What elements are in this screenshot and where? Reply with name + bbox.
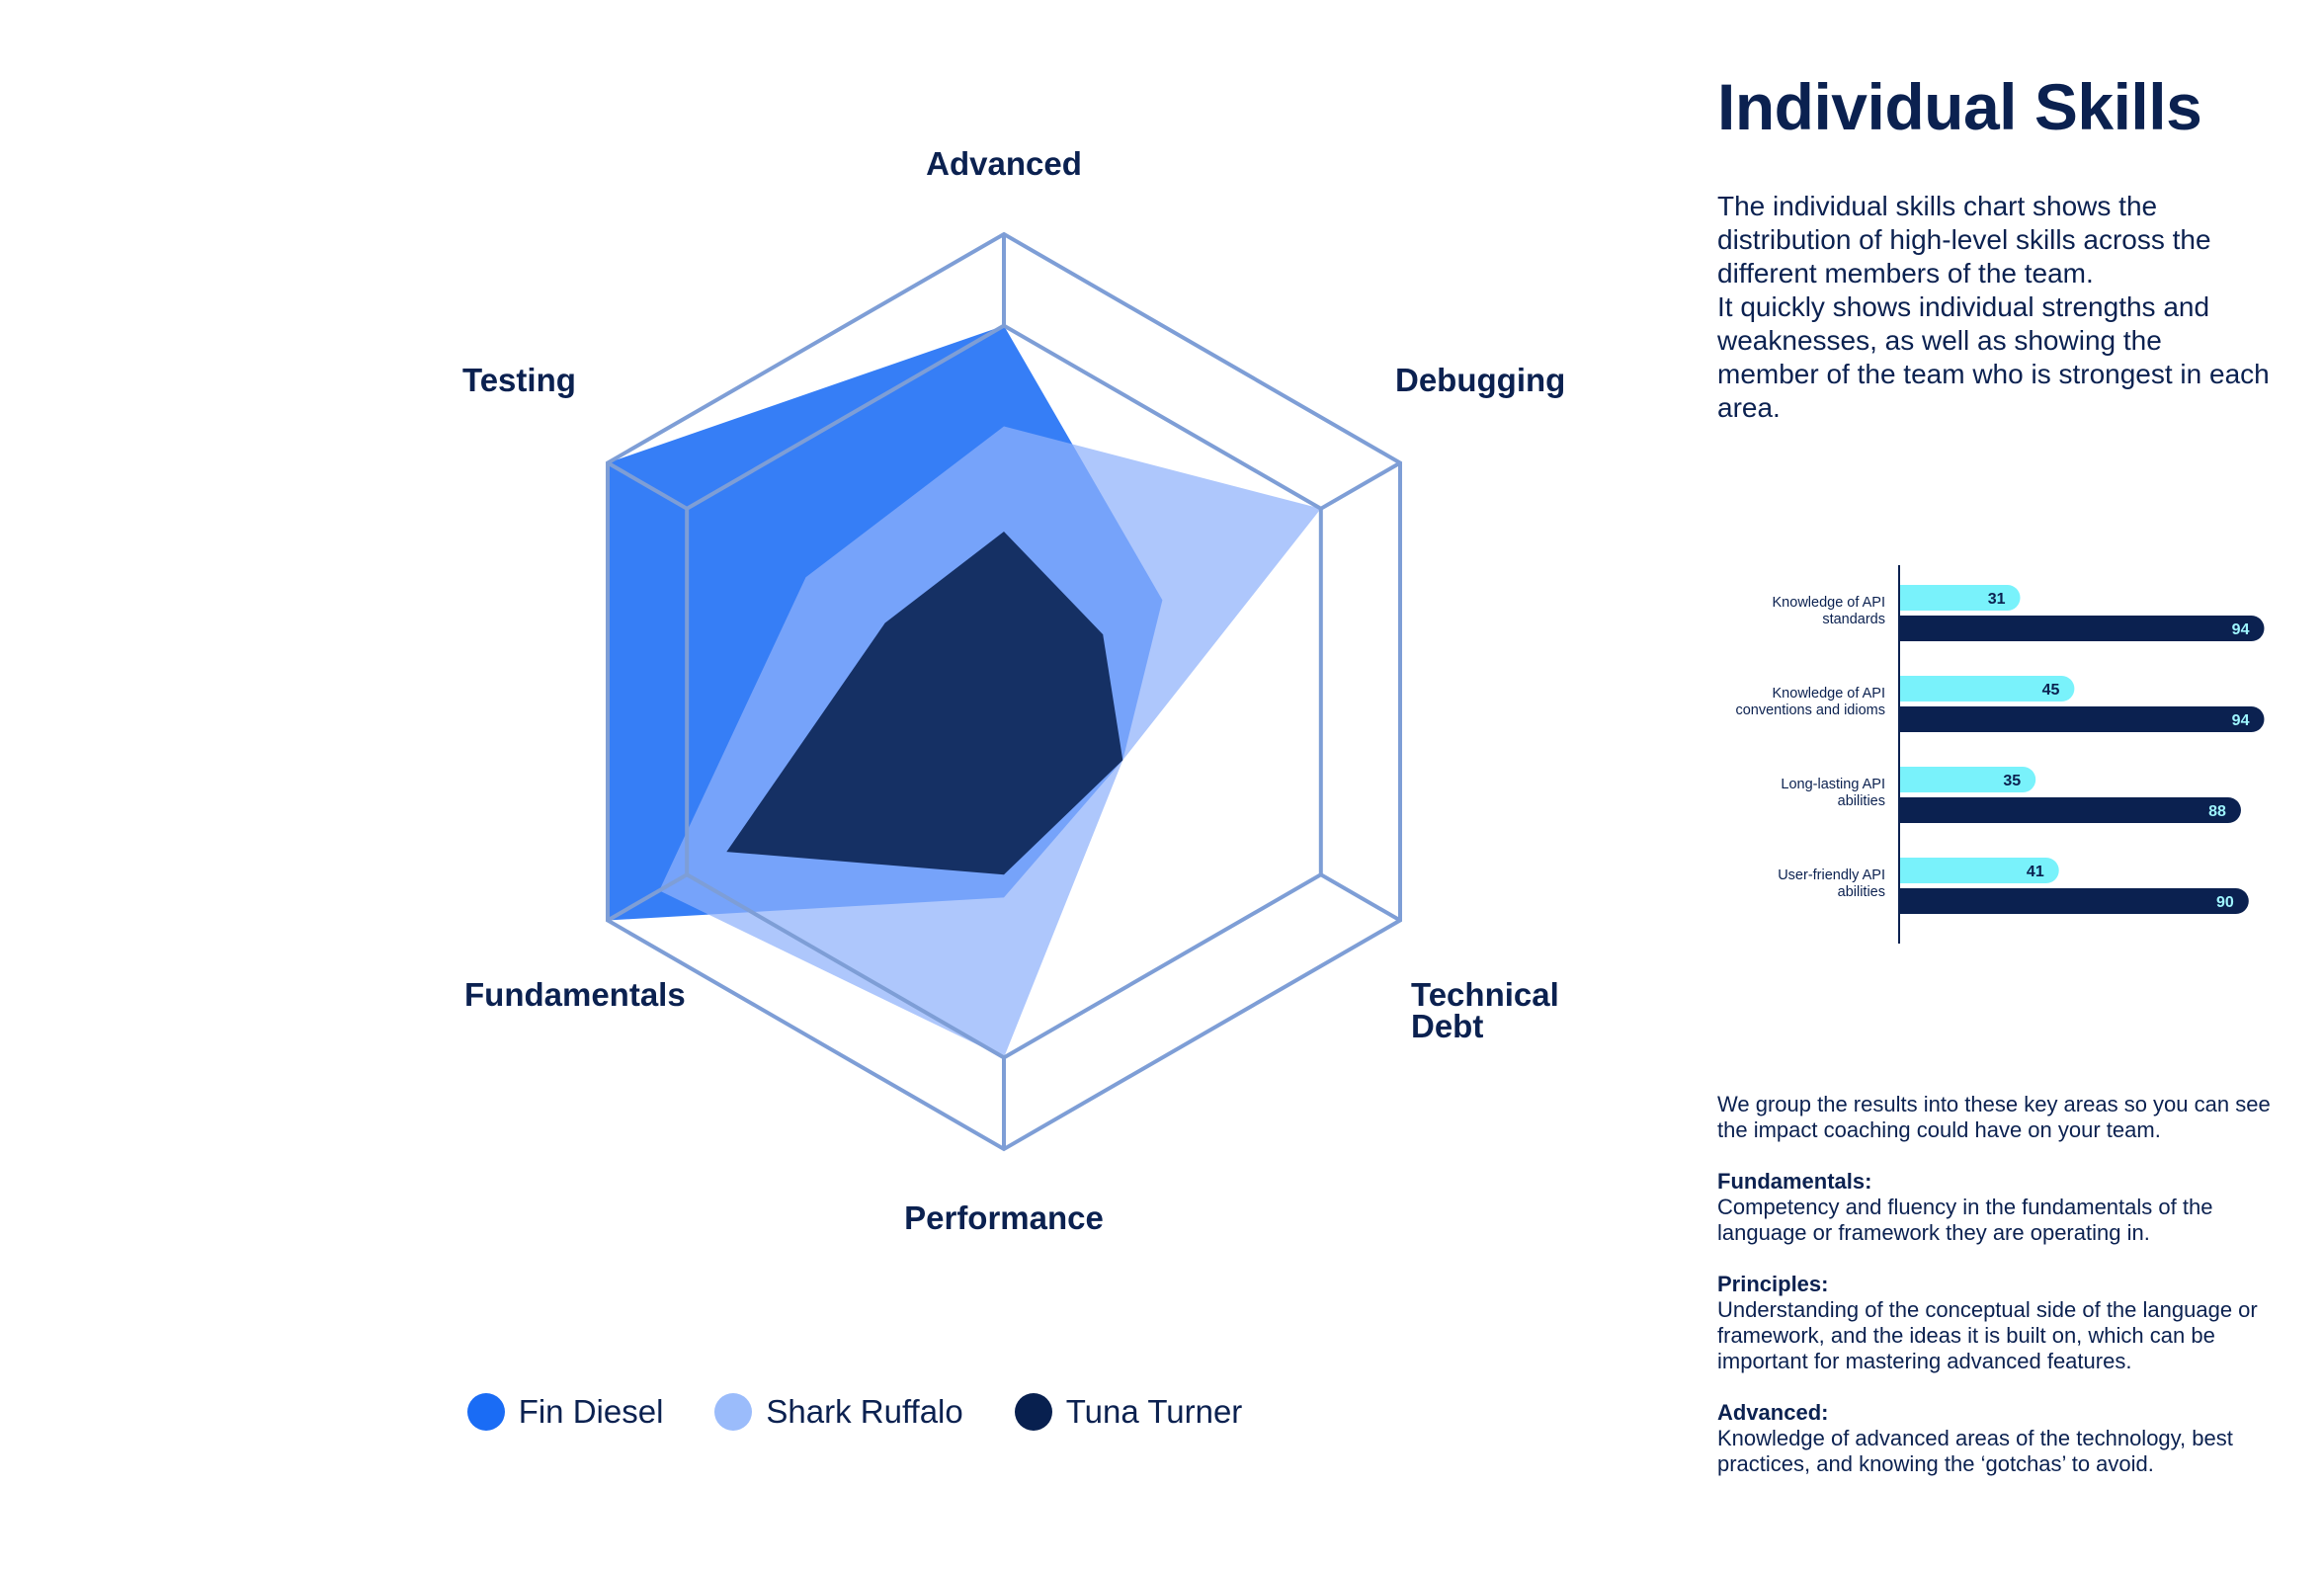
notes-section-advanced: Advanced: Knowledge of advanced areas of… <box>1717 1400 2271 1477</box>
legend-swatch-tuna-turner <box>1014 1393 1052 1431</box>
axis-label-debugging: Debugging <box>1395 362 1565 398</box>
legend-label: Shark Ruffalo <box>766 1393 963 1430</box>
legend-item-fin-diesel: Fin Diesel <box>466 1393 664 1431</box>
notes-text: Knowledge of advanced areas of the techn… <box>1717 1426 2233 1476</box>
bar-category-label: Long-lasting API abilities <box>1781 777 1885 809</box>
radar-series-tuna-turner <box>726 532 1123 875</box>
bar-value-label: 45 <box>2042 682 2060 699</box>
axis-label-technical-debt: Technical Debt <box>1411 976 1559 1044</box>
bar-category-label: Knowledge of API standards <box>1773 595 1885 627</box>
bar-high <box>1900 888 2249 914</box>
radar-spoke <box>607 872 689 923</box>
bar-chart: Knowledge of API standards 31 94 Knowledge o… <box>1735 565 2265 944</box>
info-panel: Individual Skills The individual skills … <box>1717 69 2271 425</box>
bar-value-label: 90 <box>2216 894 2234 911</box>
radar-axis-labels: Advanced Debugging Technical Debt Perform… <box>462 145 1565 1236</box>
radar-chart: Advanced Debugging Technical Debt Perform… <box>462 145 1565 1236</box>
bar-high <box>1900 797 2241 823</box>
notes-intro: We group the results into these key area… <box>1717 1092 2271 1142</box>
bar-category-label: User-friendly API abilities <box>1778 867 1885 900</box>
notes-text: Understanding of the conceptual side of … <box>1717 1297 2258 1373</box>
bar-high <box>1900 706 2265 732</box>
bar-low <box>1900 585 2021 611</box>
legend-swatch-fin-diesel <box>466 1393 505 1431</box>
axis-label-testing: Testing <box>462 362 576 398</box>
legend-item-tuna-turner: Tuna Turner <box>1014 1393 1243 1431</box>
radar-spoke <box>1319 460 1401 511</box>
notes-heading: Advanced: <box>1717 1400 1829 1425</box>
bar-value-label: 94 <box>2232 712 2250 729</box>
notes-section-principles: Principles: Understanding of the concept… <box>1717 1272 2271 1374</box>
legend-item-shark-ruffalo: Shark Ruffalo <box>714 1393 963 1431</box>
notes-text: Competency and fluency in the fundamenta… <box>1717 1195 2213 1245</box>
radar-spoke <box>607 460 689 511</box>
bar-value-label: 88 <box>2208 803 2226 820</box>
legend-label: Fin Diesel <box>518 1393 664 1430</box>
axis-label-advanced: Advanced <box>926 145 1082 182</box>
key-areas-notes: We group the results into these key area… <box>1717 1092 2271 1503</box>
legend-swatch-shark-ruffalo <box>714 1393 753 1431</box>
notes-heading: Principles: <box>1717 1272 1829 1296</box>
bar-low <box>1900 767 2036 792</box>
intro-text: The individual skills chart shows the di… <box>1717 190 2271 425</box>
bar-value-label: 94 <box>2232 621 2250 638</box>
intro-paragraph: The individual skills chart shows the di… <box>1717 191 2211 289</box>
axis-label-fundamentals: Fundamentals <box>464 976 686 1013</box>
radar-series <box>606 231 1402 1152</box>
notes-section-fundamentals: Fundamentals: Competency and fluency in … <box>1717 1169 2271 1246</box>
bar-category-label: Knowledge of API conventions and idioms <box>1735 686 1885 718</box>
intro-paragraph: It quickly shows individual strengths an… <box>1717 291 2270 423</box>
radar-spoke <box>1319 872 1401 923</box>
bar-value-label: 41 <box>2027 864 2044 880</box>
notes-heading: Fundamentals: <box>1717 1169 1872 1194</box>
legend-label: Tuna Turner <box>1065 1393 1243 1430</box>
bar-value-label: 31 <box>1988 591 2006 608</box>
axis-label-performance: Performance <box>904 1199 1104 1236</box>
bar-low <box>1900 858 2059 883</box>
bar-low <box>1900 676 2075 702</box>
chart-legend: Fin Diesel Shark Ruffalo Tuna Turner <box>0 1393 1680 1431</box>
page-title: Individual Skills <box>1717 70 2202 143</box>
bar-value-label: 35 <box>2003 773 2021 789</box>
bar-high <box>1900 616 2265 641</box>
bar-marks: Knowledge of API standards 31 94 Knowledge o… <box>1735 565 2265 944</box>
